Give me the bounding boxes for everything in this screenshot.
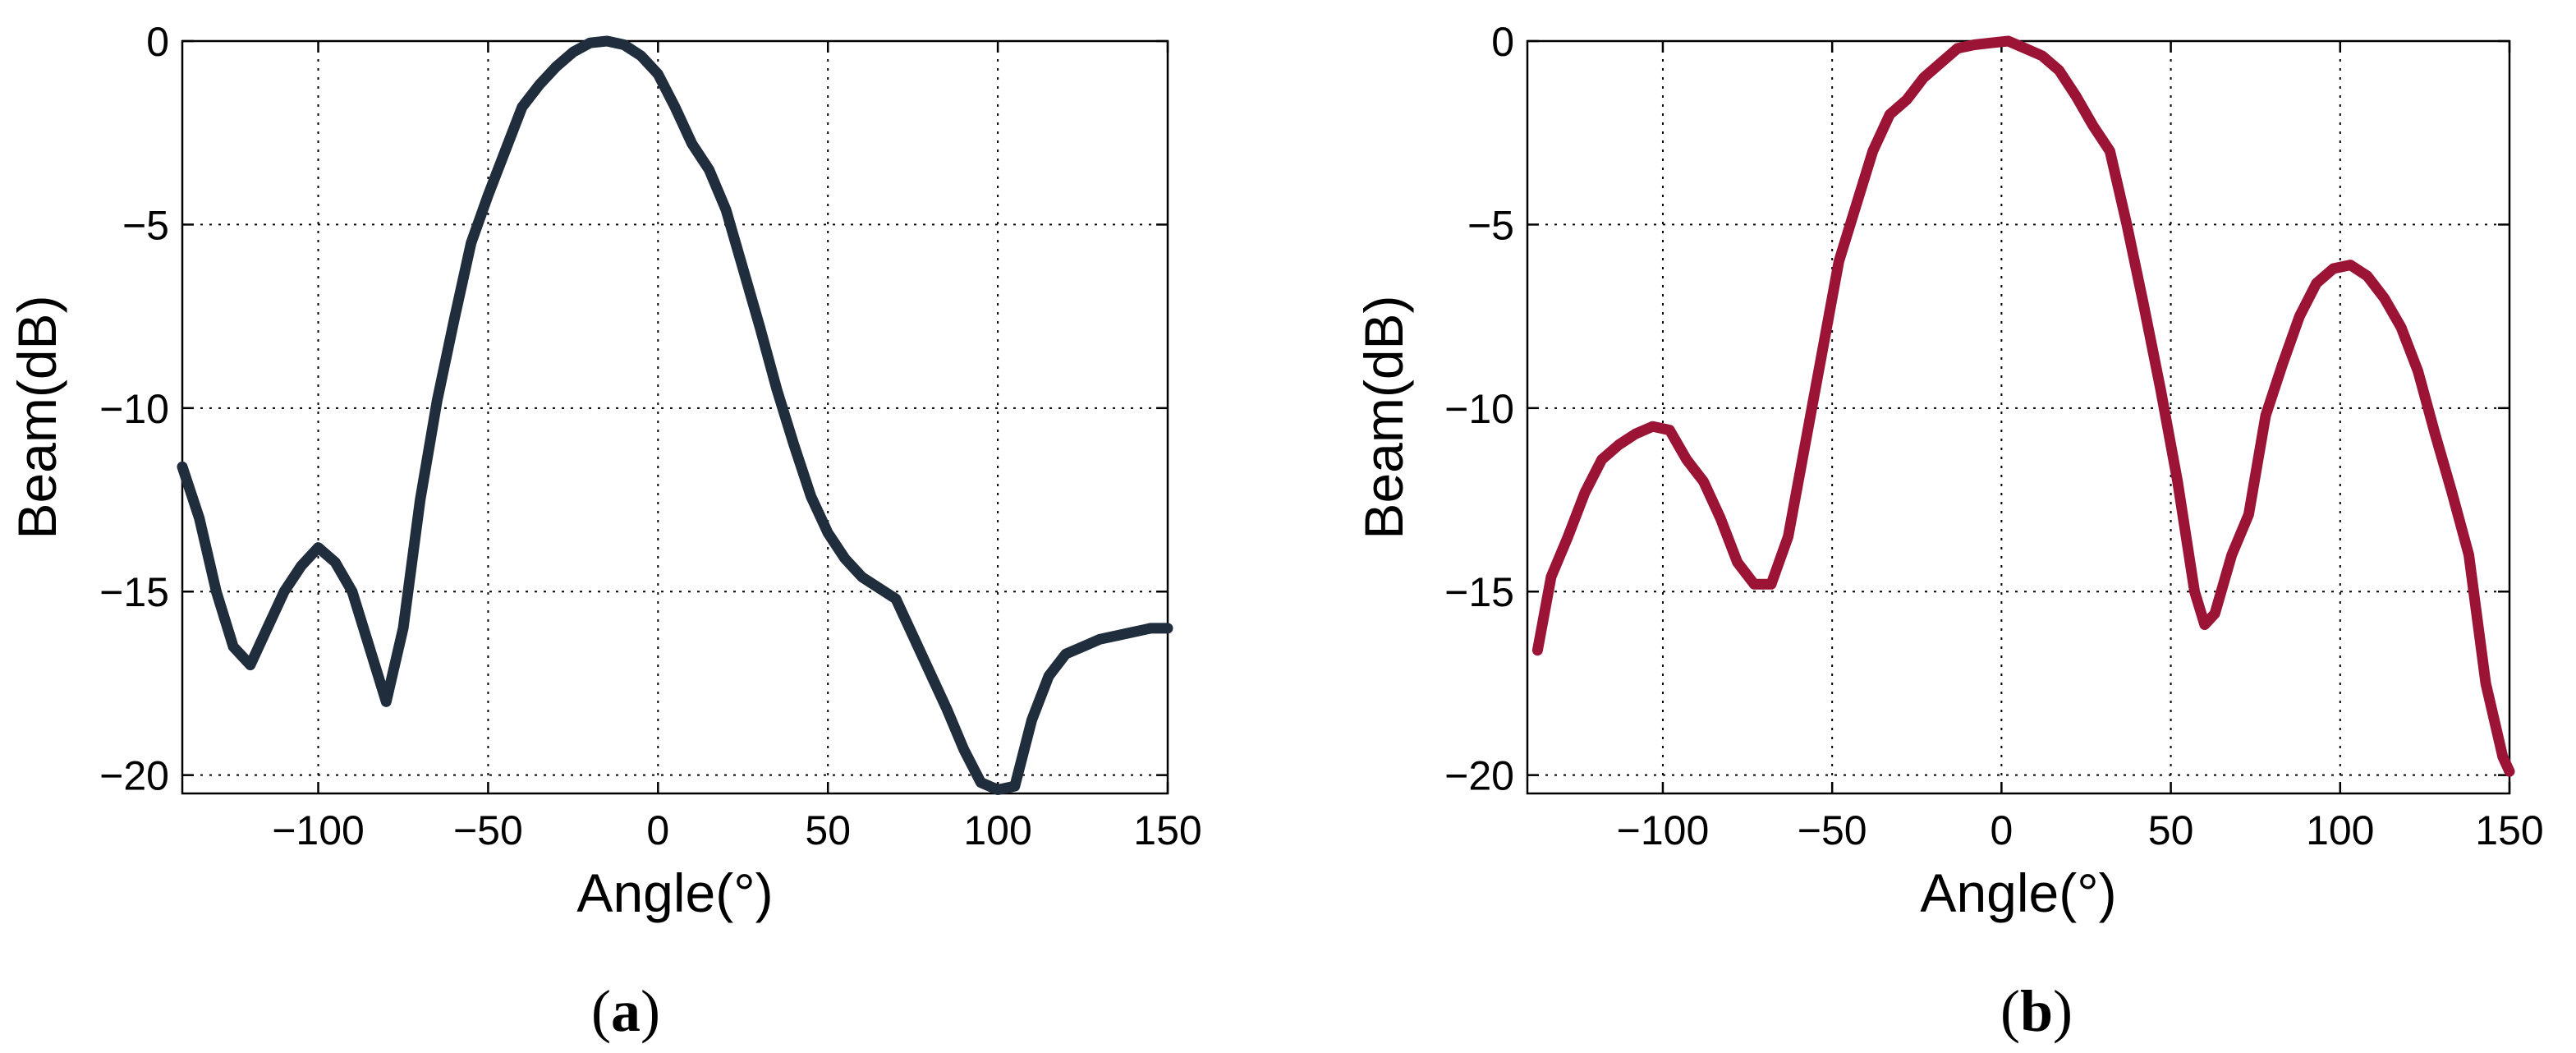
- x-tick-label: 0: [646, 807, 669, 853]
- x-tick-label: −50: [453, 807, 523, 853]
- plot-frame: [181, 39, 1169, 795]
- x-tick-label: 0: [1990, 807, 2013, 853]
- y-tick-label: 0: [146, 19, 169, 65]
- series-line: [1531, 35, 2515, 777]
- y-tick-label: −5: [122, 202, 169, 248]
- x-tick-label: 150: [2475, 807, 2543, 853]
- y-tick-label: −15: [99, 569, 169, 615]
- x-tick-label: −50: [1798, 807, 1867, 853]
- x-tick-label: 150: [1133, 807, 1201, 853]
- y-tick-label: −10: [1444, 386, 1514, 432]
- chart-panel-b: −100 −50 0 50 100 150 0 −5 −10 −15 −20 Angle(°) Beam…: [1353, 19, 2544, 1044]
- y-tick-label: −15: [1444, 569, 1514, 615]
- y-tick-label: −20: [99, 753, 169, 799]
- y-axis-label: Beam(dB): [7, 295, 67, 539]
- y-tick-label: −20: [1444, 753, 1514, 799]
- panel-label: (b): [2000, 978, 2073, 1044]
- x-tick-label: 50: [805, 807, 851, 853]
- panel-label: (a): [591, 978, 660, 1044]
- y-tick-label: 0: [1491, 19, 1514, 65]
- series-line: [177, 35, 1173, 795]
- x-tick-label: −100: [1617, 807, 1710, 853]
- y-tick-label: −5: [1467, 202, 1514, 248]
- x-axis-label: Angle(°): [576, 862, 773, 923]
- chart-panel-a: −100 −50 0 50 100 150 0 −5 −10 −15 −20 Angle(°) Beam…: [7, 19, 1202, 1044]
- x-tick-label: 100: [2306, 807, 2374, 853]
- x-tick-label: −100: [272, 807, 365, 853]
- y-tick-label: −10: [99, 386, 169, 432]
- x-tick-label: 100: [963, 807, 1031, 853]
- x-axis-label: Angle(°): [1920, 862, 2116, 923]
- x-tick-label: 50: [2148, 807, 2194, 853]
- plot-frame: [1526, 39, 2511, 795]
- y-axis-label: Beam(dB): [1353, 295, 1414, 539]
